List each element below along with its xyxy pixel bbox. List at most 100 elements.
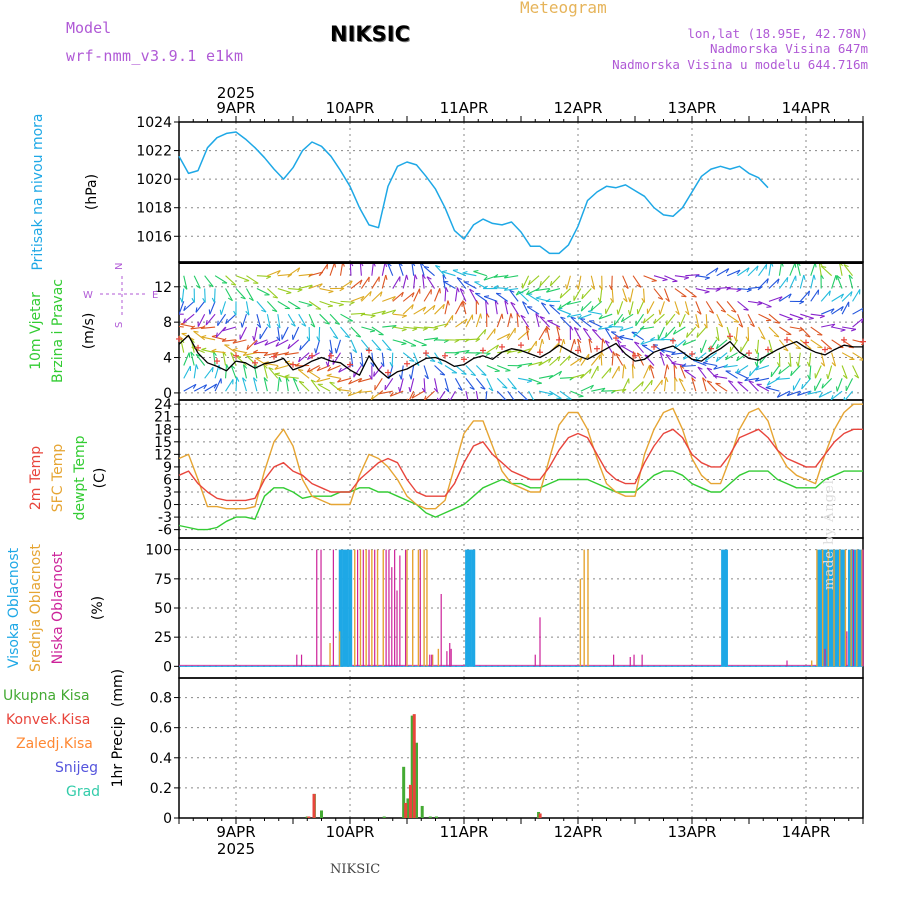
wind-barb (298, 273, 313, 277)
wind-barb (820, 339, 833, 350)
total-rain-bar (382, 816, 386, 818)
wind-barb (402, 304, 414, 315)
wind-barb (622, 378, 630, 392)
wind-barb (268, 367, 279, 379)
wind-barb (540, 302, 550, 315)
wind-barb (538, 375, 553, 379)
wind-barb (264, 339, 279, 346)
wind-barb-tip (797, 391, 802, 396)
wind-barb (516, 313, 519, 328)
wind-barb-tip (546, 288, 551, 293)
wind-barb (591, 329, 603, 341)
wind-barb (587, 310, 602, 315)
wind-barb (214, 275, 228, 284)
wind-barb (358, 377, 372, 383)
wind-barb (423, 378, 426, 393)
y-tick-label: 0.2 (150, 781, 172, 797)
wind-barb-tip (574, 327, 579, 331)
wind-barb (535, 287, 550, 292)
wind-barb (679, 313, 686, 328)
wind-barb (778, 365, 791, 375)
x-tick-label-bottom: 12APR (554, 823, 603, 841)
wind-barb (841, 291, 853, 302)
wind-barb (631, 364, 634, 379)
wind-barb (462, 272, 477, 277)
wind-barb-tip (750, 323, 755, 328)
wind-barb (443, 281, 456, 290)
wind-barb-tip (619, 334, 625, 338)
wind-barb (449, 390, 456, 400)
low-cloud-bar (332, 549, 334, 667)
wind-barb-tip (355, 335, 361, 338)
wind-barb (539, 316, 550, 328)
wind-barb-tip (401, 315, 407, 319)
wind-barb-tip (517, 365, 522, 369)
wind-barb (573, 327, 582, 341)
wind-barb (274, 373, 289, 379)
low-cloud-bar (846, 631, 848, 667)
wind-barb (808, 352, 812, 367)
mid-cloud-bar (338, 631, 341, 667)
wind-barb (285, 377, 289, 392)
wind-barb (298, 352, 310, 363)
wind-barb-tip (476, 401, 479, 405)
wind-barb (308, 283, 323, 290)
wind-barb-tip (576, 284, 579, 290)
low-cloud-bar (852, 549, 855, 667)
wind-barb (435, 265, 446, 277)
wind-barb-tip (556, 325, 561, 331)
wind-barb (485, 391, 488, 400)
wind-barb (809, 365, 812, 380)
wind-barb (329, 300, 344, 306)
wind-barb-tip (325, 361, 329, 367)
wind-barb-tip (725, 355, 729, 361)
wind-barb-tip (536, 382, 542, 385)
mid-cloud-bar (816, 549, 818, 667)
wind-barb (810, 326, 823, 336)
wind-barb (559, 288, 571, 299)
wind-barb-tip (411, 304, 414, 310)
wind-barb-tip (787, 362, 792, 367)
wind-barb (685, 274, 700, 277)
elevation-label: Nadmorska Visina 647m (709, 41, 868, 56)
wind-barb (601, 367, 612, 379)
wind-barb (284, 375, 299, 379)
high-cloud-bar (338, 549, 343, 667)
wind-barb (329, 326, 339, 339)
wind-barb (381, 274, 387, 289)
high-cloud-bar (839, 549, 843, 667)
wind-barb-tip (682, 341, 687, 346)
low-cloud-bar (404, 549, 407, 667)
high-cloud-bar (830, 549, 835, 667)
wind-barb-tip (840, 306, 844, 312)
sfc-temp-line (178, 403, 863, 510)
high-cloud-bar (721, 549, 725, 667)
wind-barb-tip (598, 354, 601, 360)
wind-barb (790, 365, 801, 377)
wind-barb (348, 377, 362, 385)
wind-barb-tip (788, 293, 792, 299)
wind-barb-tip (456, 277, 462, 281)
wind-barb-tip (488, 387, 494, 392)
wind-barb-tip (411, 393, 416, 399)
wind-barb (389, 390, 404, 397)
wind-barb (843, 264, 853, 277)
wind-barb-tip (590, 305, 594, 311)
wind-barb-tip (609, 367, 612, 373)
wind-barb (768, 296, 783, 302)
wind-barb-tip (462, 270, 468, 274)
wind-barb-tip (736, 288, 742, 293)
wind-barb-tip (515, 290, 520, 296)
wind-barb (253, 364, 258, 379)
wind-barb (768, 278, 780, 289)
wind-barb (768, 339, 774, 354)
wind-barb (841, 365, 848, 379)
wind-barb-tip (243, 364, 248, 369)
wind-barb (610, 331, 623, 341)
wind-barb (526, 293, 540, 302)
wind-barb (814, 365, 822, 379)
wind-barb-tip (369, 330, 376, 333)
wind-barb (852, 352, 863, 360)
wind-barb (455, 318, 468, 328)
wind-barb (637, 301, 645, 315)
